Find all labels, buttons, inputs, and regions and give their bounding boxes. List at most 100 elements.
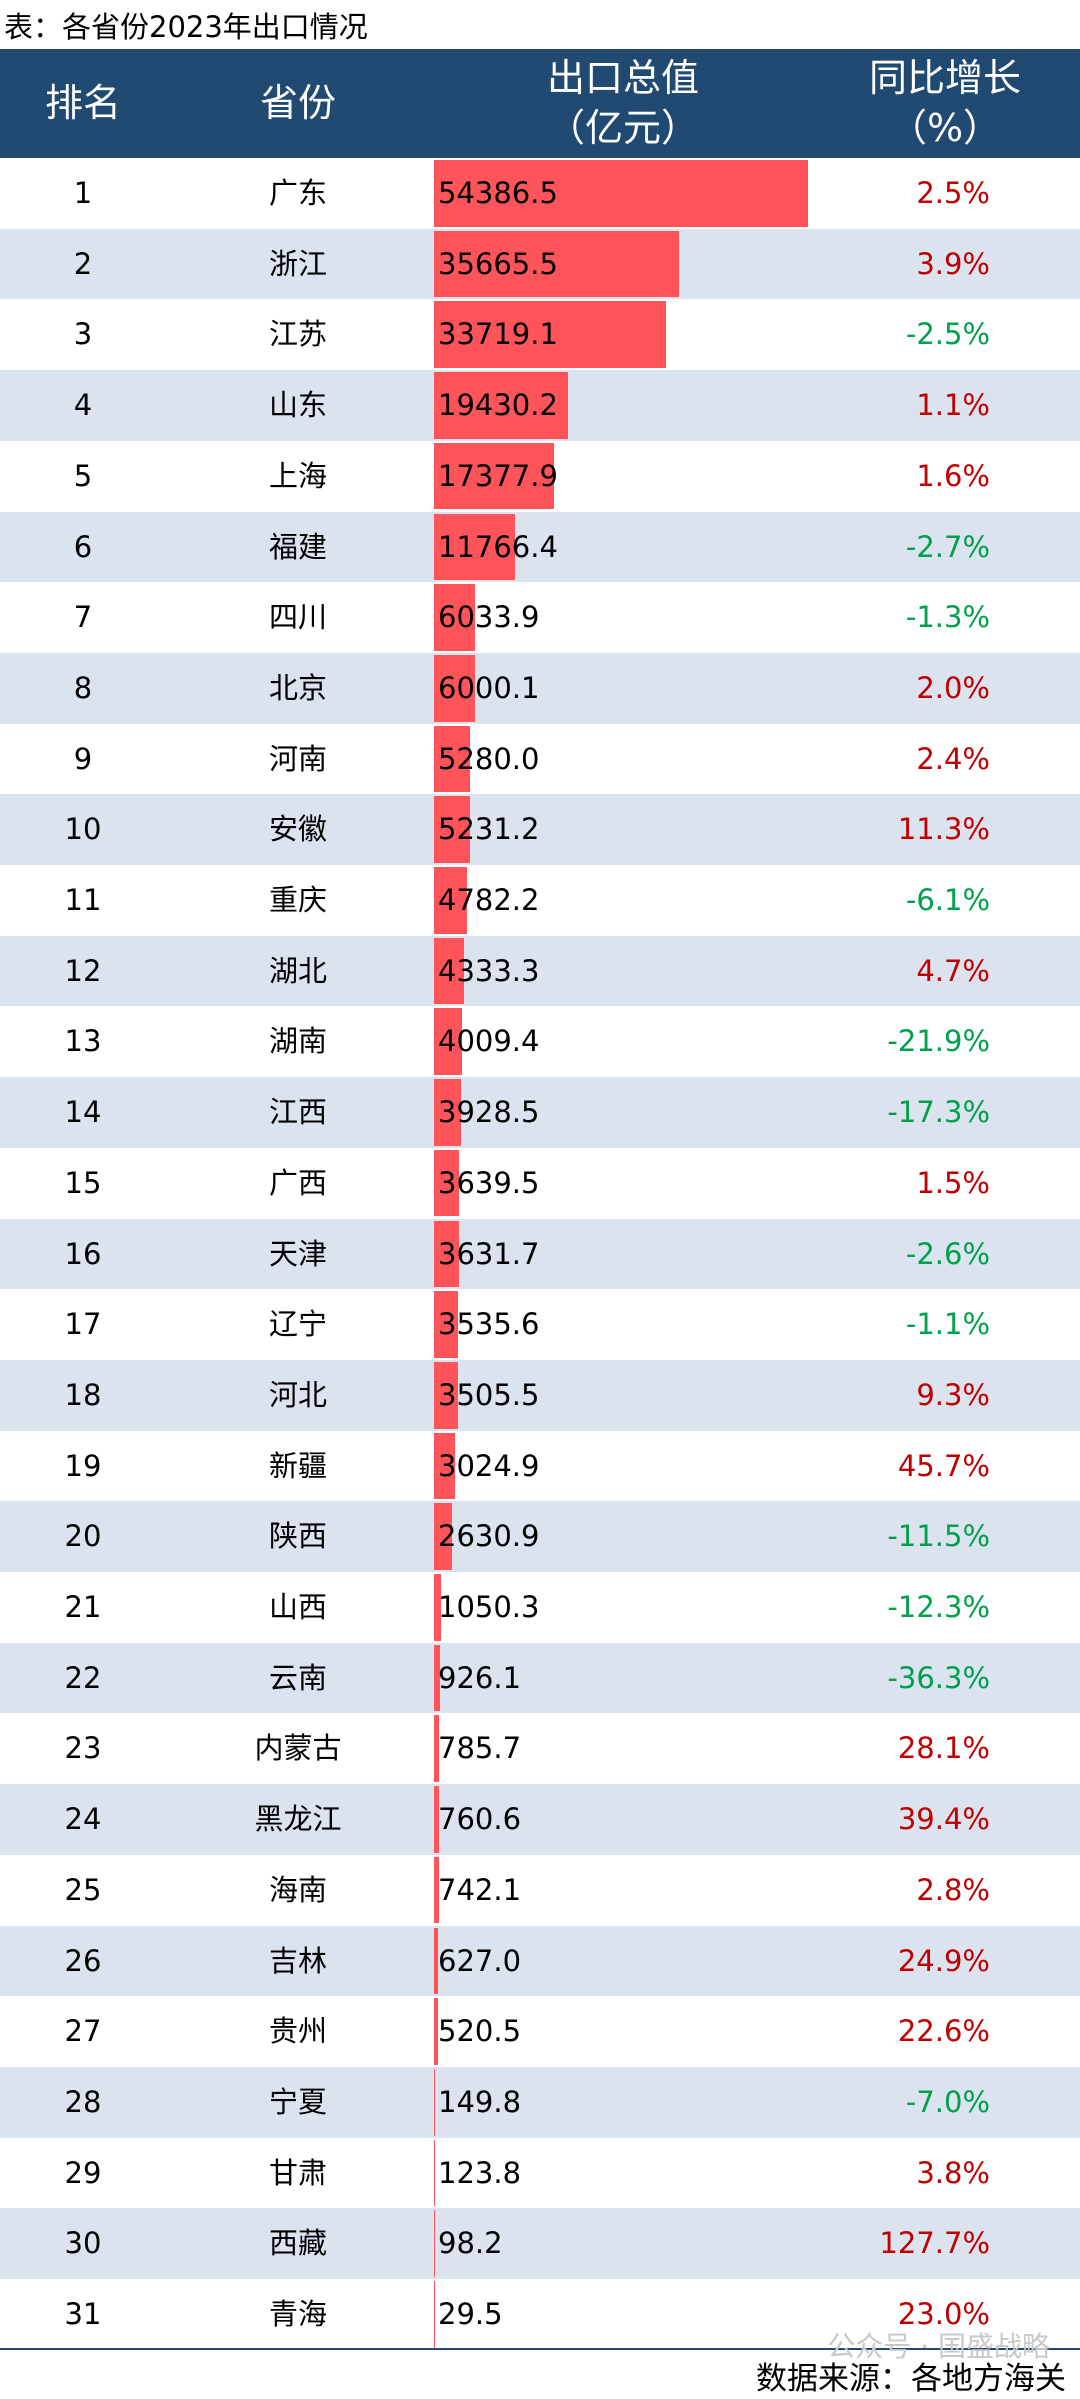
- rank-cell: 17: [64, 1307, 102, 1342]
- export-value-cell: 3928.5: [438, 1095, 540, 1130]
- table-row: 8 北京 6000.1 2.0%: [0, 652, 1080, 724]
- growth-cell: -17.3%: [887, 1095, 990, 1130]
- export-value-cell: 29.5: [438, 2297, 503, 2331]
- export-value-cell: 1050.3: [438, 1590, 540, 1624]
- rank-cell: 13: [64, 1024, 102, 1059]
- export-value-cell: 11766.4: [438, 529, 558, 564]
- province-cell: 山东: [268, 388, 327, 423]
- province-cell: 广西: [268, 1165, 327, 1200]
- export-value-cell: 6000.1: [438, 670, 540, 705]
- province-cell: 北京: [268, 670, 327, 705]
- header-cell: 省份: [259, 81, 336, 125]
- bar: [434, 513, 515, 581]
- bar: [434, 160, 808, 227]
- export-value-cell: 19430.2: [438, 388, 558, 423]
- table-row: 26 吉林 627.0 24.9%: [0, 1925, 1080, 1997]
- export-value-cell: 742.1: [438, 1872, 522, 1907]
- export-value-cell: 54386.5: [438, 176, 558, 210]
- province-cell: 河北: [268, 1377, 327, 1412]
- province-cell: 青海: [268, 2297, 327, 2331]
- growth-cell: 11.3%: [897, 812, 990, 847]
- table-row: 17 辽宁 3535.6 -1.1%: [0, 1289, 1080, 1360]
- growth-cell: 9.3%: [916, 1377, 990, 1412]
- growth-cell: 3.9%: [916, 246, 990, 281]
- source-note: 数据来源：各地方海关: [756, 2361, 1066, 2397]
- rank-cell: 1: [73, 176, 93, 210]
- growth-cell: 2.8%: [916, 1872, 990, 1907]
- rank-cell: 25: [64, 1872, 102, 1907]
- province-cell: 新疆: [268, 1448, 327, 1483]
- province-cell: 内蒙古: [254, 1731, 342, 1766]
- export-value-cell: 520.5: [438, 2014, 522, 2049]
- table-row: 14 江西 3928.5 -17.3%: [0, 1077, 1080, 1148]
- bar: [434, 1432, 455, 1500]
- export-value-cell: 627.0: [438, 1943, 522, 1978]
- growth-cell: -21.9%: [887, 1024, 990, 1059]
- export-value-cell: 4333.3: [438, 953, 540, 988]
- bar: [434, 372, 568, 439]
- growth-cell: -6.1%: [905, 883, 990, 917]
- bar: [434, 230, 680, 298]
- rank-cell: 26: [64, 1943, 102, 1978]
- bottom-rule: [0, 2348, 1080, 2350]
- bar: [434, 2210, 435, 2277]
- province-cell: 甘肃: [268, 2155, 327, 2190]
- province-cell: 湖南: [268, 1024, 327, 1059]
- bar: [434, 1291, 459, 1358]
- rank-cell: 14: [64, 1095, 102, 1130]
- header-cell: （亿元）: [546, 106, 699, 150]
- growth-cell: -2.5%: [905, 317, 990, 352]
- table-row: 28 宁夏 149.8 -7.0%: [0, 2066, 1080, 2138]
- rank-cell: 2: [73, 246, 93, 281]
- growth-cell: 22.6%: [897, 2014, 990, 2049]
- province-cell: 福建: [268, 529, 327, 564]
- table-row: 13 湖南 4009.4 -21.9%: [0, 1006, 1080, 1078]
- growth-cell: 39.4%: [897, 1802, 990, 1837]
- export-value-cell: 17377.9: [438, 458, 558, 493]
- header-cell: 出口总值: [546, 56, 699, 100]
- bar: [434, 1927, 439, 1995]
- rank-cell: 15: [64, 1165, 102, 1200]
- growth-cell: -36.3%: [887, 1660, 990, 1695]
- bar: [434, 937, 464, 1005]
- rank-cell: 22: [64, 1660, 102, 1695]
- growth-cell: -2.7%: [905, 529, 990, 564]
- export-value-cell: 33719.1: [438, 317, 558, 352]
- bar: [434, 796, 470, 863]
- export-value-cell: 5280.0: [438, 741, 540, 776]
- growth-cell: 45.7%: [897, 1448, 990, 1483]
- growth-cell: -1.3%: [905, 600, 990, 635]
- province-cell: 天津: [268, 1236, 327, 1271]
- growth-cell: 3.8%: [916, 2155, 990, 2190]
- bar: [434, 1998, 438, 2065]
- table-row: 25 海南 742.1 2.8%: [0, 1854, 1080, 1926]
- growth-cell: -11.5%: [887, 1519, 990, 1554]
- rank-cell: 31: [64, 2297, 102, 2331]
- growth-cell: 23.0%: [897, 2297, 990, 2331]
- province-cell: 重庆: [268, 883, 327, 917]
- bar: [434, 1079, 461, 1146]
- table-row: 27 贵州 520.5 22.6%: [0, 1996, 1080, 2067]
- table-row: 23 内蒙古 785.7 28.1%: [0, 1713, 1080, 1785]
- bar: [434, 1149, 460, 1217]
- rank-cell: 9: [73, 741, 93, 776]
- table-row: 10 安徽 5231.2 11.3%: [0, 794, 1080, 865]
- rank-cell: 18: [64, 1377, 102, 1412]
- rank-cell: 24: [64, 1802, 102, 1837]
- growth-cell: -7.0%: [905, 2084, 990, 2119]
- province-cell: 黑龙江: [254, 1802, 342, 1837]
- rank-cell: 29: [64, 2155, 102, 2190]
- province-cell: 辽宁: [268, 1307, 327, 1342]
- table-row: 30 西藏 98.2 127.7%: [0, 2208, 1080, 2279]
- rank-cell: 11: [64, 883, 102, 917]
- table-row: 6 福建 11766.4 -2.7%: [0, 511, 1080, 583]
- export-value-cell: 4782.2: [438, 883, 540, 917]
- watermark: 公众号 · 国盛战略: [827, 2330, 1050, 2363]
- rank-cell: 19: [64, 1448, 102, 1483]
- rank-cell: 23: [64, 1731, 102, 1766]
- table-row: 5 上海 17377.9 1.6%: [0, 440, 1080, 512]
- header-cell: （%）: [888, 106, 1002, 150]
- province-cell: 江苏: [268, 317, 327, 352]
- export-value-cell: 3535.6: [438, 1307, 540, 1342]
- province-cell: 上海: [268, 458, 327, 493]
